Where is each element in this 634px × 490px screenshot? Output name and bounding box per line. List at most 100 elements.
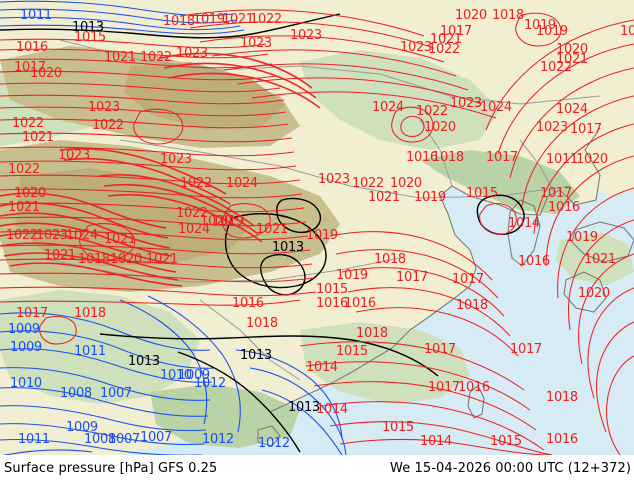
isobars-low-northwest <box>0 0 245 35</box>
contour-label: 1017 <box>440 24 472 39</box>
contour-label: 1021 <box>8 200 40 215</box>
contour-label: 1018 <box>163 14 195 29</box>
contour-label: 1016 <box>458 380 490 395</box>
coastline <box>257 127 634 447</box>
contour-label: 1020 <box>200 214 232 229</box>
contour-label: 1015 <box>74 30 106 45</box>
isobars-high <box>0 9 634 455</box>
contour-label: 1018 <box>546 390 578 405</box>
contour-label: 1020 <box>30 66 62 81</box>
contour-label: 1019 <box>336 268 368 283</box>
contour-label: 1023 <box>290 28 322 43</box>
contour-label: 1020 <box>556 42 588 57</box>
footer-valid-time-label: We 15-04-2026 00:00 UTC (12+372) <box>390 461 631 476</box>
contour-label: 1015 <box>316 282 348 297</box>
contour-label: 1009 <box>10 340 42 355</box>
contour-label: 1015 <box>382 420 414 435</box>
contour-label: 1022 <box>140 50 172 65</box>
contour-label: 1021 <box>368 190 400 205</box>
contour-label: 1014 <box>508 216 540 231</box>
contour-label: 1013 <box>240 348 272 363</box>
contour-label: 1009 <box>66 420 98 435</box>
contour-label: 1019 <box>193 12 225 27</box>
contour-label: 1022 <box>250 12 282 27</box>
contour-label: 1020 <box>14 186 46 201</box>
contour-label: 1017 <box>424 342 456 357</box>
map-area[interactable]: 1011 1013 1018 1019 1021 1022 1023 1020 1018 1019… <box>0 0 634 455</box>
contour-label: 1018 <box>432 150 464 165</box>
contour-label: 1020 <box>578 286 610 301</box>
contour-label: 1019 <box>212 214 244 229</box>
contour-label: 1024 <box>556 102 588 117</box>
isobars-low-south <box>0 295 347 455</box>
contour-label: 1007 <box>100 386 132 401</box>
contour-label: 1007 <box>140 430 172 445</box>
contour-label: 1013 <box>128 354 160 369</box>
contour-label: 1024 <box>372 100 404 115</box>
contour-label: 1021 <box>44 248 76 263</box>
contour-label: 1023 <box>240 36 272 51</box>
contour-label: 1018 <box>356 326 388 341</box>
contour-label: 1024 <box>226 176 258 191</box>
contour-label: 1023 <box>176 46 208 61</box>
contour-label: 1012 <box>194 376 226 391</box>
contour-label: 1017 <box>452 272 484 287</box>
contour-label: 1023 <box>450 96 482 111</box>
contour-label: 1023 <box>58 148 90 163</box>
contour-label: 1020 <box>455 8 487 23</box>
contour-label: 1023 <box>160 152 192 167</box>
contour-label: 1019 <box>306 228 338 243</box>
contour-label: 1010 <box>10 376 42 391</box>
contour-label: 1011 <box>20 8 52 23</box>
map-footer: Surface pressure [hPa] GFS 0.25 We 15-04… <box>0 455 634 490</box>
contour-label: 1015 <box>490 434 522 449</box>
contour-label: 1009 <box>178 368 210 383</box>
contour-label: 1015 <box>336 344 368 359</box>
contour-label: 1016 <box>518 254 550 269</box>
contour-label: 1015 <box>466 186 498 201</box>
contour-label: 1022 <box>6 228 38 243</box>
contour-label: 1024 <box>480 100 512 115</box>
contour-label: 1022 <box>12 116 44 131</box>
contour-label: 1013 <box>272 240 304 255</box>
contour-label: 1019 <box>536 24 568 39</box>
contour-label: 1016 <box>406 150 438 165</box>
contour-label: 1021 <box>556 52 588 67</box>
contour-label: 1012 <box>258 436 290 451</box>
contour-label: 1023 <box>318 172 350 187</box>
contour-label: 1010 <box>160 368 192 383</box>
contour-label: 1018 <box>74 306 106 321</box>
contour-label: 1017 <box>396 270 428 285</box>
contour-label: 1021 <box>256 222 288 237</box>
contour-label: 1016 <box>546 432 578 447</box>
contour-label: 1018 <box>374 252 406 267</box>
contour-label: 1012 <box>202 432 234 447</box>
contour-label: 1021 <box>104 232 136 247</box>
contour-label: 1022 <box>180 176 212 191</box>
contour-label: 1021 <box>430 32 462 47</box>
contour-label: 1007 <box>108 432 140 447</box>
contour-label: 1018 <box>246 316 278 331</box>
contour-label: 1021 <box>584 252 616 267</box>
contour-label: 1020 <box>576 152 608 167</box>
contour-label: 1020 <box>424 120 456 135</box>
contour-label: 1018 <box>492 8 524 23</box>
contour-label: 1011 <box>18 432 50 447</box>
contour-label: 1022 <box>428 42 460 57</box>
contour-label: 1021 <box>22 130 54 145</box>
contour-label: 1022 <box>352 176 384 191</box>
contour-label: 1017 <box>16 306 48 321</box>
contour-label: 1011 <box>546 152 578 167</box>
contour-label: 1017 <box>428 380 460 395</box>
contour-label: 1016 <box>344 296 376 311</box>
isobars-plateau-dense <box>0 52 321 287</box>
contour-label: 1022 <box>176 206 208 221</box>
contour-label: 1020 <box>110 252 142 267</box>
contour-label: 1024 <box>66 228 98 243</box>
contour-label: 1022 <box>540 60 572 75</box>
contour-label: 1009 <box>8 322 40 337</box>
contour-label: 1017 <box>14 60 46 75</box>
